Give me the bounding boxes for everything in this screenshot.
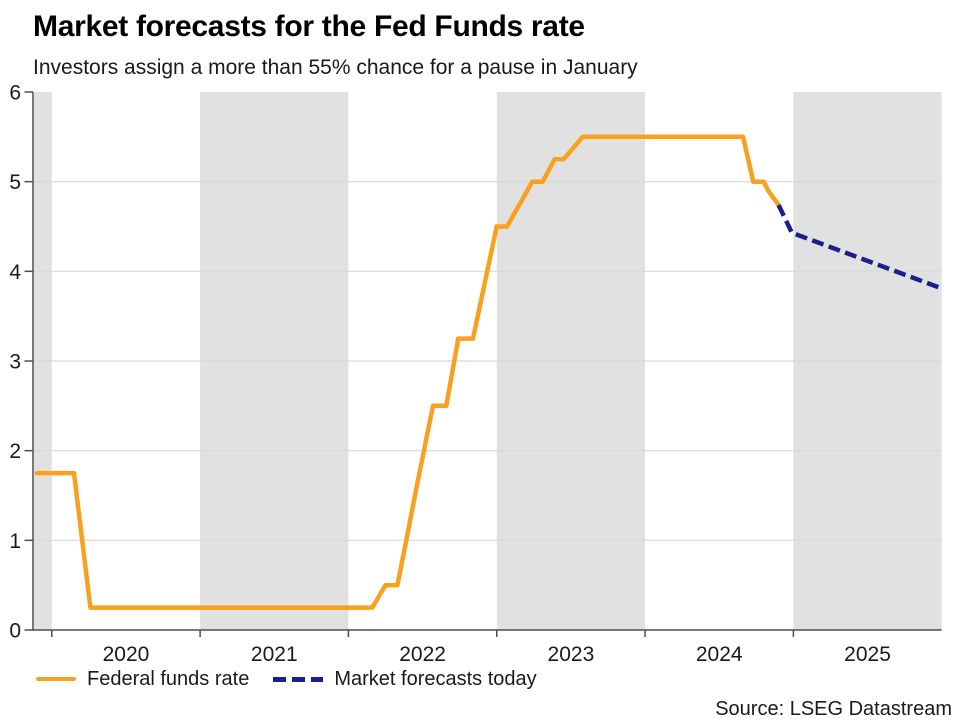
source-attribution: Source: LSEG Datastream — [715, 698, 952, 720]
legend-label-forecast: Market forecasts today — [334, 668, 537, 690]
fed-funds-line-swatch — [36, 677, 76, 681]
legend-item-fed-funds: Federal funds rate — [36, 667, 249, 691]
forecast-line — [776, 204, 943, 291]
chart-title: Market forecasts for the Fed Funds rate — [33, 10, 585, 43]
chart-subtitle: Investors assign a more than 55% chance … — [33, 56, 638, 79]
y-tick-label: 3 — [9, 351, 21, 374]
fed-funds-line — [34, 134, 781, 610]
legend-label-fed-funds: Federal funds rate — [87, 668, 250, 690]
y-tick-label: 1 — [9, 530, 21, 553]
chart-legend: Federal funds rate Market forecasts toda… — [36, 667, 537, 691]
y-tick-label: 2 — [9, 440, 21, 463]
x-tick-label: 2022 — [399, 643, 446, 666]
x-tick-label: 2021 — [251, 643, 298, 666]
forecast-line-swatch — [273, 676, 324, 682]
y-tick-label: 4 — [9, 261, 21, 284]
y-tick-label: 5 — [9, 171, 21, 194]
x-tick-label: 2020 — [103, 643, 150, 666]
legend-item-forecast: Market forecasts today — [273, 667, 537, 691]
x-tick-label: 2025 — [844, 643, 891, 666]
y-tick-label: 6 — [9, 82, 21, 105]
x-tick-label: 2024 — [696, 643, 743, 666]
x-tick-label: 2023 — [548, 643, 595, 666]
y-tick-label: 0 — [9, 620, 21, 643]
